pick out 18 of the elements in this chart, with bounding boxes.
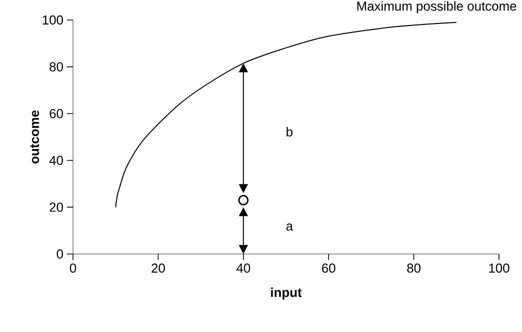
- y-tick-label: 100: [42, 15, 63, 25]
- text: Maximum possible outcome: [357, 1, 516, 14]
- x-tick-label: 20: [152, 264, 165, 273]
- y-tick-label: 40: [49, 156, 63, 165]
- annotation: b: [286, 126, 292, 136]
- x-tick-label: 40: [236, 264, 250, 273]
- y-tick-label: 0: [56, 249, 63, 259]
- y-tick-label: 60: [50, 109, 63, 118]
- y-tick-label: 80: [50, 62, 63, 72]
- y-tick-label: 20: [50, 202, 63, 212]
- x-tick-label: 60: [322, 264, 336, 273]
- x-axis-title: input: [271, 288, 302, 300]
- x-tick-label: 0: [70, 264, 76, 273]
- line-series: [115, 22, 457, 208]
- x-tick-label: 80: [407, 264, 421, 273]
- x-tick-label: 100: [489, 264, 510, 273]
- annotation: a: [286, 224, 294, 231]
- y-axis-title: outcome: [30, 110, 40, 164]
